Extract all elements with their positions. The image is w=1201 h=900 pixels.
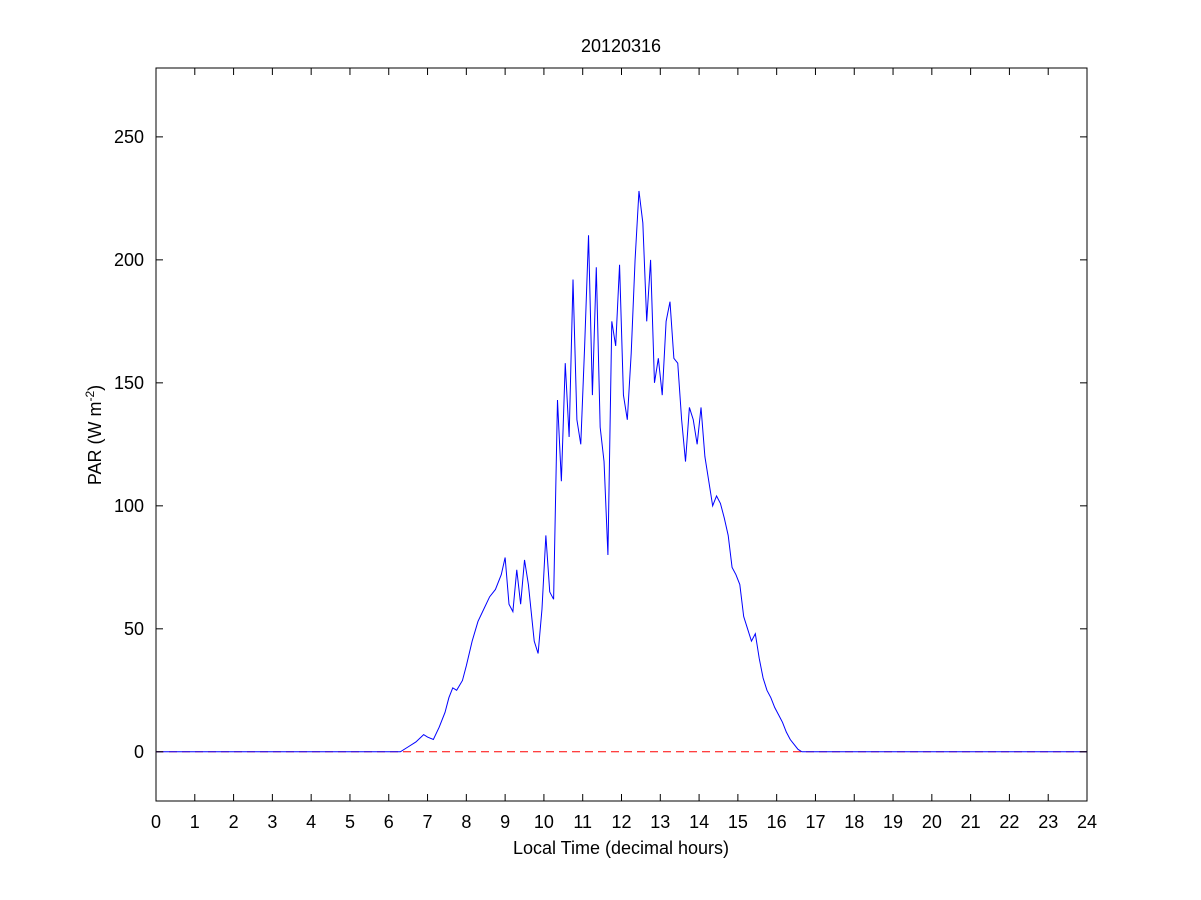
x-tick-label: 18 (844, 812, 864, 832)
chart-title: 20120316 (581, 36, 661, 56)
x-tick-label: 7 (423, 812, 433, 832)
axes-box (155, 67, 1088, 802)
x-tick-label: 16 (767, 812, 787, 832)
x-axis-label: Local Time (decimal hours) (513, 838, 729, 858)
x-tick-label: 13 (650, 812, 670, 832)
data-marks (156, 190, 1087, 753)
x-tick-label: 12 (611, 812, 631, 832)
x-tick-label: 1 (190, 812, 200, 832)
x-tick-label: 4 (306, 812, 316, 832)
x-tick-label: 17 (805, 812, 825, 832)
x-tick-label: 9 (500, 812, 510, 832)
y-axis: 0 50 100 150 200 250 (114, 127, 1087, 762)
x-tick-label: 15 (728, 812, 748, 832)
y-tick-label: 200 (114, 250, 144, 270)
x-tick-label: 23 (1038, 812, 1058, 832)
x-tick-label: 3 (267, 812, 277, 832)
y-axis-label: PAR (W m-2) (83, 385, 105, 485)
x-tick-label: 8 (461, 812, 471, 832)
x-tick-label: 10 (534, 812, 554, 832)
y-axis-label-sup: -2 (83, 391, 97, 402)
x-tick-label: 20 (922, 812, 942, 832)
x-axis: 0 1 2 3 4 5 6 7 8 9 10 11 12 13 14 15 16 17 18 19 20 21 22 23 24 (151, 68, 1097, 832)
x-tick-label: 0 (151, 812, 161, 832)
x-tick-label: 14 (689, 812, 709, 832)
x-tick-label: 21 (961, 812, 981, 832)
y-tick-label: 250 (114, 127, 144, 147)
plot-area (155, 67, 1088, 802)
x-tick-label: 5 (345, 812, 355, 832)
y-tick-label: 50 (124, 619, 144, 639)
y-axis-label-main: PAR (W m (85, 402, 105, 486)
x-tick-label: 11 (573, 812, 592, 832)
y-tick-label: 100 (114, 496, 144, 516)
x-tick-label: 6 (384, 812, 394, 832)
x-tick-label: 2 (229, 812, 239, 832)
par-series-line (156, 190, 1087, 753)
x-tick-label: 24 (1077, 812, 1097, 832)
x-tick-label: 19 (883, 812, 903, 832)
y-tick-label: 0 (134, 742, 144, 762)
y-axis-label-close: ) (85, 385, 105, 391)
y-tick-label: 150 (114, 373, 144, 393)
x-tick-label: 22 (999, 812, 1019, 832)
